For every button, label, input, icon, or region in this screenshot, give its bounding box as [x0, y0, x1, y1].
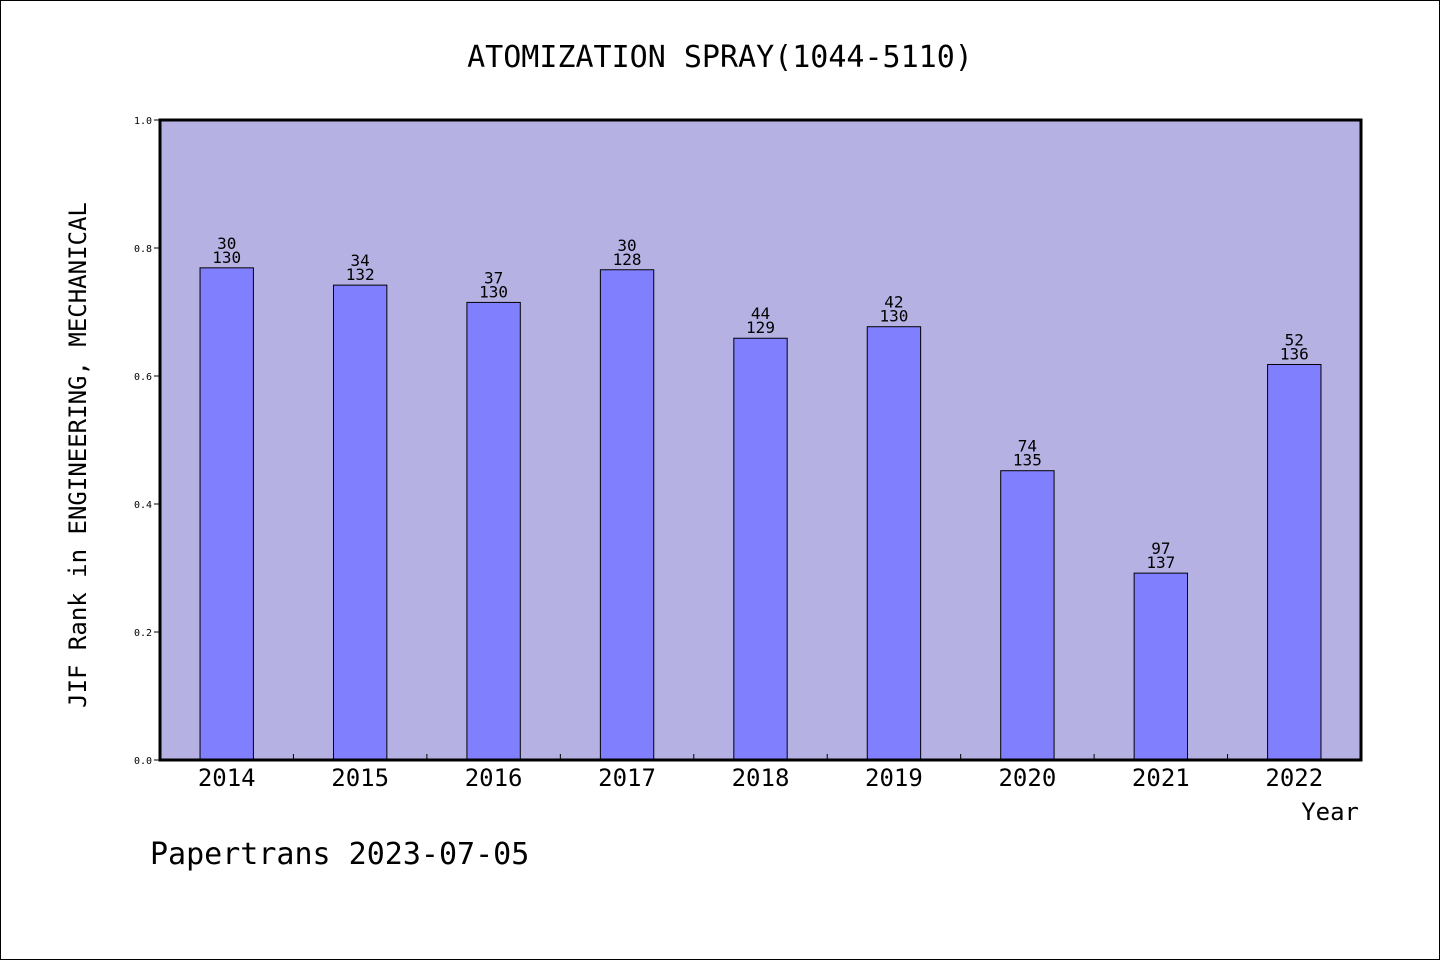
bar-2022 [1267, 363, 1322, 761]
bar-rank-label: 44 [751, 304, 770, 323]
x-axis: 2014 2015 2016 2017 2018 2019 2020 2021 2022 [198, 754, 1323, 792]
x-tick-label: 2014 [198, 764, 256, 792]
bar-2018 [733, 337, 788, 761]
bar-rank-label: 30 [617, 236, 636, 255]
y-tick-label: 0.8 [134, 244, 152, 255]
bar-rank-label: 30 [217, 234, 236, 253]
x-axis-label: Year [1301, 798, 1359, 826]
x-tick-label: 2022 [1265, 764, 1323, 792]
y-axis-label: JIF Rank in ENGINEERING, MECHANICAL [64, 202, 92, 708]
bar-2021 [1133, 572, 1189, 761]
x-tick-label: 2016 [465, 764, 523, 792]
bar-rank-label: 37 [484, 268, 503, 287]
bar-2014 [199, 267, 254, 761]
bar-2020 [1000, 470, 1055, 761]
bar-total-label: 129 [746, 318, 775, 337]
bar-2016 [466, 301, 521, 761]
y-tick-label: 0.2 [134, 628, 152, 639]
y-axis: 0.0 0.2 0.4 0.6 0.8 1.0 [134, 116, 160, 767]
bar-rank-label: 42 [884, 293, 903, 312]
x-tick-label: 2020 [998, 764, 1056, 792]
bar-2019 [866, 326, 922, 761]
bar-rank-label: 52 [1285, 330, 1304, 349]
bar-total-label: 135 [1013, 451, 1042, 470]
bar-rank-label: 74 [1018, 437, 1037, 456]
bar-rank-label: 34 [351, 251, 370, 270]
bar-2017 [599, 269, 655, 761]
x-tick-label: 2017 [598, 764, 656, 792]
y-tick-label: 0.0 [134, 756, 152, 767]
y-tick-label: 1.0 [134, 116, 152, 127]
bar-total-label: 136 [1280, 344, 1309, 363]
y-tick-label: 0.4 [134, 500, 152, 511]
bar-rank-label: 97 [1151, 539, 1170, 558]
bar-total-label: 137 [1146, 553, 1175, 572]
bar-total-label: 132 [346, 265, 375, 284]
x-tick-label: 2015 [331, 764, 389, 792]
plot-border [158, 118, 1363, 762]
chart-title: ATOMIZATION SPRAY(1044-5110) [467, 40, 973, 75]
x-tick-label: 2019 [865, 764, 923, 792]
bar-total-label: 130 [212, 248, 241, 267]
x-tick-label: 2018 [732, 764, 790, 792]
x-tick-label: 2021 [1132, 764, 1190, 792]
bar-total-label: 128 [613, 250, 642, 269]
bar-2015 [332, 284, 388, 761]
footer-source: Papertrans 2023-07-05 [150, 837, 529, 872]
bar-total-label: 130 [479, 282, 508, 301]
bar-total-label: 130 [879, 307, 908, 326]
y-tick-label: 0.6 [134, 372, 152, 383]
